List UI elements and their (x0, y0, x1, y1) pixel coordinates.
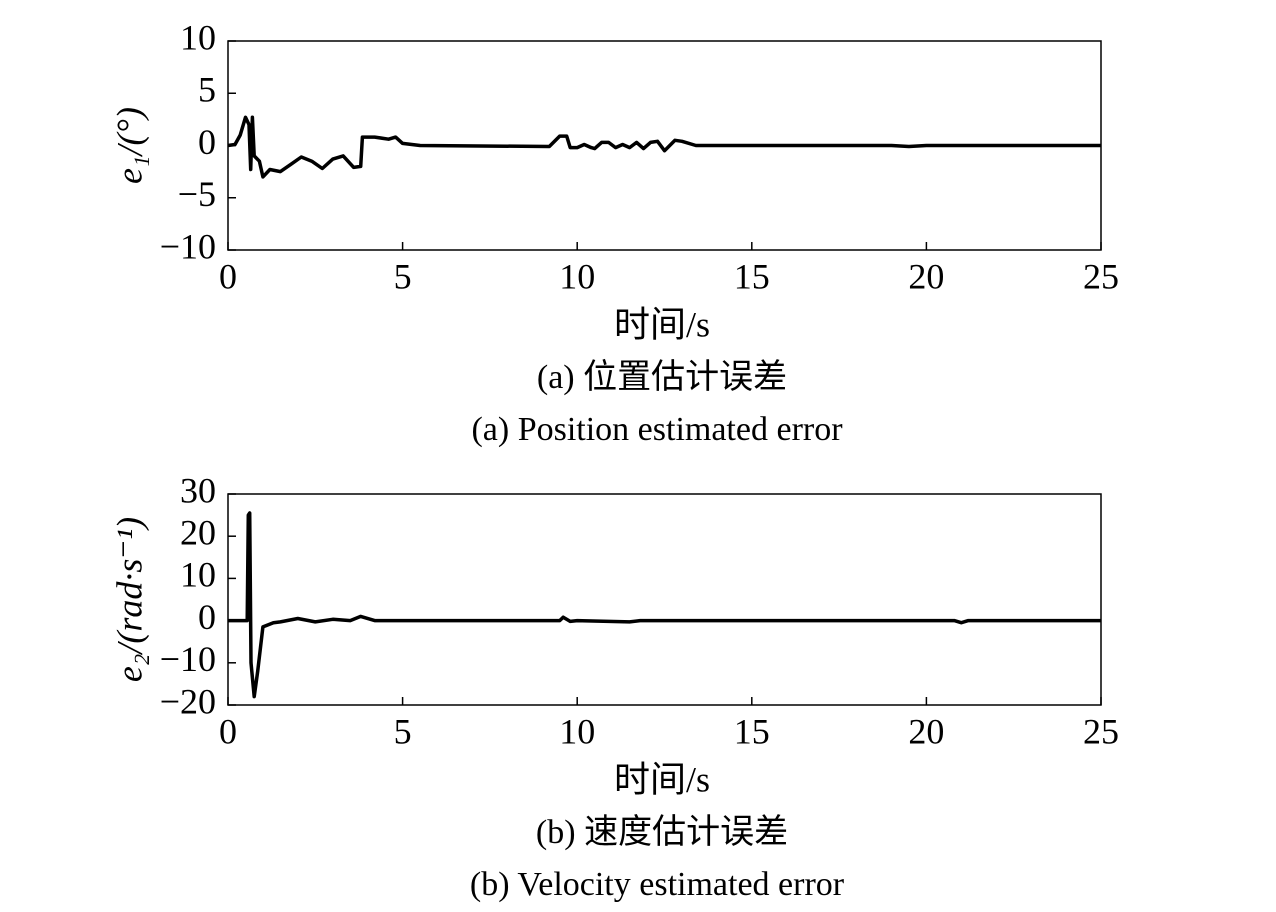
y-tick-label: 5 (198, 70, 216, 110)
y-axis-label: e₂/(rad·s⁻¹) (109, 517, 149, 682)
plot-frame (227, 493, 1102, 706)
y-tick-label: 0 (198, 597, 216, 637)
x-tick-label: 25 (1083, 711, 1119, 751)
caption-en: (b) Velocity estimated error (470, 866, 845, 903)
caption: (a) 位置估计误差 (537, 358, 787, 396)
x-tick-label: 15 (734, 711, 770, 751)
y-tick-label: −5 (178, 174, 216, 214)
y-tick-label: 10 (180, 555, 216, 595)
caption-en: (a) Position estimated error (471, 411, 843, 448)
x-tick-label: 5 (394, 256, 412, 296)
x-tick-label: 5 (394, 711, 412, 751)
y-tick-label: −20 (160, 681, 216, 721)
x-axis-label: 时间/s (614, 304, 710, 344)
y-tick-label: −10 (160, 639, 216, 679)
x-axis-label: 时间/s (614, 759, 710, 799)
x-tick-label: 20 (908, 256, 944, 296)
x-tick-label: 10 (559, 711, 595, 751)
caption: (b) 速度估计误差 (536, 813, 788, 851)
x-tick-label: 0 (219, 256, 237, 296)
data-line (227, 115, 1101, 179)
data-line (228, 511, 1101, 699)
y-axis-label: e₁/(°) (109, 107, 149, 184)
y-tick-label: −10 (160, 226, 216, 266)
y-tick-label: 20 (180, 512, 216, 552)
y-tick-label: 0 (198, 122, 216, 162)
x-tick-label: 0 (219, 711, 237, 751)
x-tick-label: 15 (734, 256, 770, 296)
y-tick-label: 10 (180, 17, 216, 57)
x-tick-label: 25 (1083, 256, 1119, 296)
x-tick-label: 10 (559, 256, 595, 296)
x-tick-label: 20 (908, 711, 944, 751)
y-tick-label: 30 (180, 470, 216, 510)
